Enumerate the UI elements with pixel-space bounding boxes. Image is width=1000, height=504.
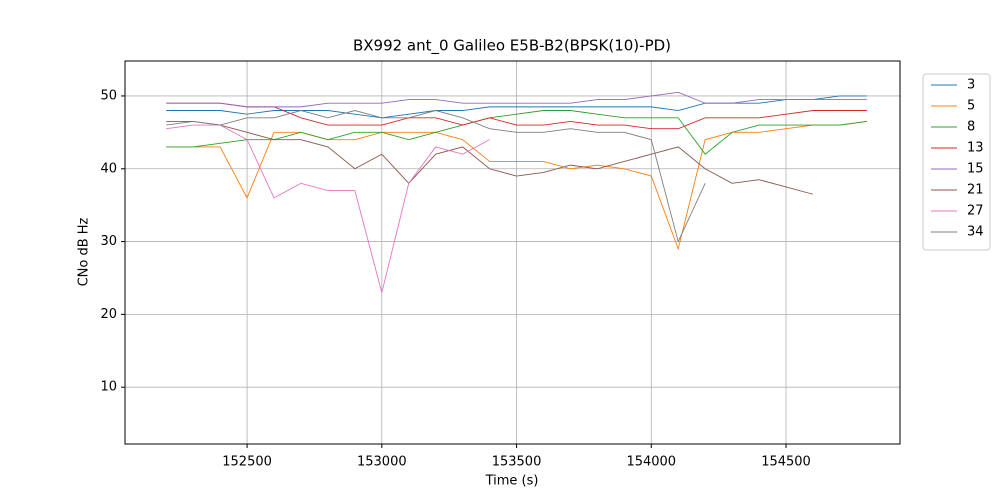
y-tick-label: 20 [100, 307, 117, 322]
plot-frame [124, 60, 901, 445]
x-tick-label: 154000 [626, 455, 676, 470]
legend-label: 27 [967, 204, 984, 219]
legend-label: 8 [967, 120, 975, 135]
legend-label: 3 [967, 78, 975, 93]
x-tick-label: 153500 [492, 455, 542, 470]
legend-label: 13 [967, 141, 984, 156]
series-line [166, 120, 814, 195]
series-line [166, 120, 867, 251]
x-tick-label: 154500 [761, 455, 811, 470]
y-tick-label: 50 [100, 88, 117, 103]
chart-title: BX992 ant_0 Galileo E5B-B2(BPSK(10)-PD) [353, 37, 671, 56]
series-line [166, 91, 867, 108]
series-line [166, 102, 867, 130]
y-axis-label: CNo dB Hz [77, 217, 92, 286]
legend-label: 5 [967, 99, 975, 114]
legend-label: 21 [967, 183, 984, 198]
legend-box [922, 73, 991, 251]
legend-label: 34 [967, 225, 984, 240]
legend-label: 15 [967, 162, 984, 177]
series-line [166, 110, 706, 243]
x-tick-label: 152500 [222, 455, 272, 470]
y-tick-label: 40 [100, 161, 117, 176]
x-tick-label: 153000 [357, 455, 407, 470]
series-line [166, 110, 867, 155]
x-axis-label: Time (s) [485, 474, 539, 489]
y-tick-label: 30 [100, 234, 117, 249]
y-tick-label: 10 [100, 380, 117, 395]
